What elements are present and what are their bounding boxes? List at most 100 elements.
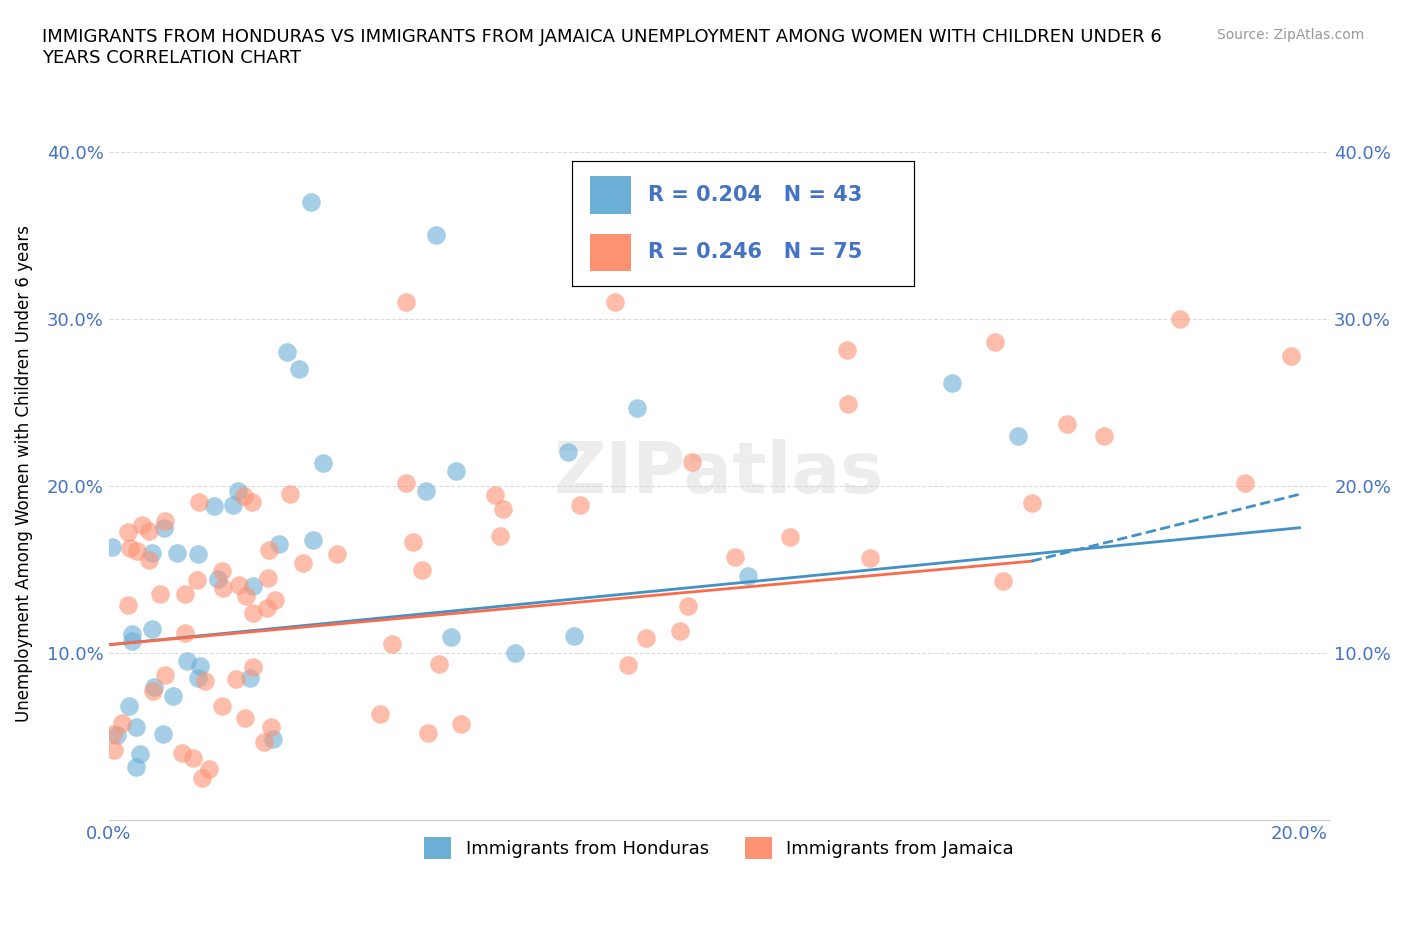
Immigrants from Jamaica <box>131 518 153 533</box>
Immigrants from Jamaica <box>1021 496 1043 511</box>
Immigrants from Jamaica <box>253 734 276 749</box>
Immigrants from Jamaica <box>368 707 391 722</box>
Immigrants from Jamaica <box>174 625 197 640</box>
Immigrants from Honduras <box>239 671 262 685</box>
Immigrants from Jamaica <box>142 684 165 698</box>
Immigrants from Jamaica <box>395 476 418 491</box>
Immigrants from Jamaica <box>101 727 124 742</box>
Immigrants from Jamaica <box>232 488 254 503</box>
Immigrants from Honduras <box>129 747 152 762</box>
Immigrants from Honduras <box>153 521 176 536</box>
Immigrants from Honduras <box>737 569 759 584</box>
Immigrants from Honduras <box>141 622 163 637</box>
Immigrants from Honduras <box>226 484 249 498</box>
Immigrants from Jamaica <box>278 486 301 501</box>
Immigrants from Honduras <box>176 654 198 669</box>
Immigrants from Jamaica <box>411 563 433 578</box>
Immigrants from Jamaica <box>103 742 125 757</box>
Immigrants from Jamaica <box>111 715 134 730</box>
Immigrants from Jamaica <box>256 601 278 616</box>
Immigrants from Jamaica <box>450 717 472 732</box>
Immigrants from Honduras <box>221 498 243 513</box>
Immigrants from Jamaica <box>138 524 160 538</box>
Immigrants from Jamaica <box>326 547 349 562</box>
Immigrants from Jamaica <box>603 295 626 310</box>
Legend: Immigrants from Honduras, Immigrants from Jamaica: Immigrants from Honduras, Immigrants fro… <box>416 830 1021 867</box>
Immigrants from Jamaica <box>681 455 703 470</box>
Immigrants from Jamaica <box>117 525 139 539</box>
Immigrants from Jamaica <box>174 586 197 601</box>
Immigrants from Honduras <box>941 376 963 391</box>
Text: Source: ZipAtlas.com: Source: ZipAtlas.com <box>1216 28 1364 42</box>
Immigrants from Jamaica <box>1056 417 1078 432</box>
Immigrants from Honduras <box>188 658 211 673</box>
Immigrants from Jamaica <box>242 659 264 674</box>
Immigrants from Jamaica <box>170 746 193 761</box>
Immigrants from Honduras <box>121 633 143 648</box>
Immigrants from Honduras <box>202 498 225 513</box>
Immigrants from Jamaica <box>835 343 858 358</box>
Immigrants from Jamaica <box>395 295 418 310</box>
Immigrants from Jamaica <box>1279 349 1302 364</box>
Immigrants from Jamaica <box>427 657 450 671</box>
Immigrants from Honduras <box>166 546 188 561</box>
Immigrants from Jamaica <box>1170 312 1192 326</box>
Immigrants from Jamaica <box>211 698 233 713</box>
Immigrants from Jamaica <box>492 502 515 517</box>
Immigrants from Jamaica <box>1233 475 1256 490</box>
Immigrants from Jamaica <box>779 529 801 544</box>
Immigrants from Jamaica <box>225 671 247 686</box>
Immigrants from Jamaica <box>678 599 700 614</box>
Immigrants from Jamaica <box>198 762 221 777</box>
Immigrants from Honduras <box>267 537 290 551</box>
Immigrants from Jamaica <box>993 573 1015 588</box>
Immigrants from Honduras <box>1007 428 1029 443</box>
Immigrants from Jamaica <box>138 552 160 567</box>
Immigrants from Honduras <box>288 362 311 377</box>
Immigrants from Jamaica <box>984 335 1007 350</box>
Immigrants from Jamaica <box>569 498 592 512</box>
Immigrants from Jamaica <box>240 495 263 510</box>
Immigrants from Jamaica <box>118 540 141 555</box>
Immigrants from Honduras <box>440 630 463 644</box>
Immigrants from Honduras <box>125 760 148 775</box>
Immigrants from Jamaica <box>859 551 882 565</box>
Immigrants from Jamaica <box>257 543 280 558</box>
Immigrants from Jamaica <box>484 487 506 502</box>
Immigrants from Jamaica <box>260 720 283 735</box>
Immigrants from Honduras <box>446 464 468 479</box>
Immigrants from Jamaica <box>402 535 425 550</box>
Immigrants from Jamaica <box>291 556 314 571</box>
Immigrants from Honduras <box>100 539 122 554</box>
Immigrants from Jamaica <box>233 711 256 725</box>
Immigrants from Jamaica <box>617 658 640 672</box>
Immigrants from Honduras <box>141 546 163 561</box>
Immigrants from Honduras <box>121 627 143 642</box>
Immigrants from Jamaica <box>242 605 264 620</box>
Immigrants from Jamaica <box>381 636 404 651</box>
Immigrants from Jamaica <box>211 564 233 578</box>
Immigrants from Jamaica <box>669 623 692 638</box>
Immigrants from Honduras <box>152 726 174 741</box>
Immigrants from Honduras <box>562 629 585 644</box>
Immigrants from Honduras <box>276 345 298 360</box>
Immigrants from Honduras <box>207 572 229 587</box>
Immigrants from Jamaica <box>127 544 149 559</box>
Immigrants from Honduras <box>415 484 437 498</box>
Immigrants from Jamaica <box>257 571 280 586</box>
Immigrants from Honduras <box>299 194 322 209</box>
Immigrants from Honduras <box>125 720 148 735</box>
Text: IMMIGRANTS FROM HONDURAS VS IMMIGRANTS FROM JAMAICA UNEMPLOYMENT AMONG WOMEN WIT: IMMIGRANTS FROM HONDURAS VS IMMIGRANTS F… <box>42 28 1161 67</box>
Immigrants from Jamaica <box>489 528 512 543</box>
Text: ZIPatlas: ZIPatlas <box>554 439 884 508</box>
Immigrants from Jamaica <box>191 771 214 786</box>
Immigrants from Jamaica <box>235 589 257 604</box>
Immigrants from Jamaica <box>724 550 747 565</box>
Immigrants from Jamaica <box>186 573 208 588</box>
Immigrants from Honduras <box>557 445 579 459</box>
Immigrants from Jamaica <box>181 751 204 765</box>
Immigrants from Honduras <box>312 456 335 471</box>
Immigrants from Jamaica <box>194 673 217 688</box>
Immigrants from Jamaica <box>149 586 172 601</box>
Immigrants from Jamaica <box>1092 428 1115 443</box>
